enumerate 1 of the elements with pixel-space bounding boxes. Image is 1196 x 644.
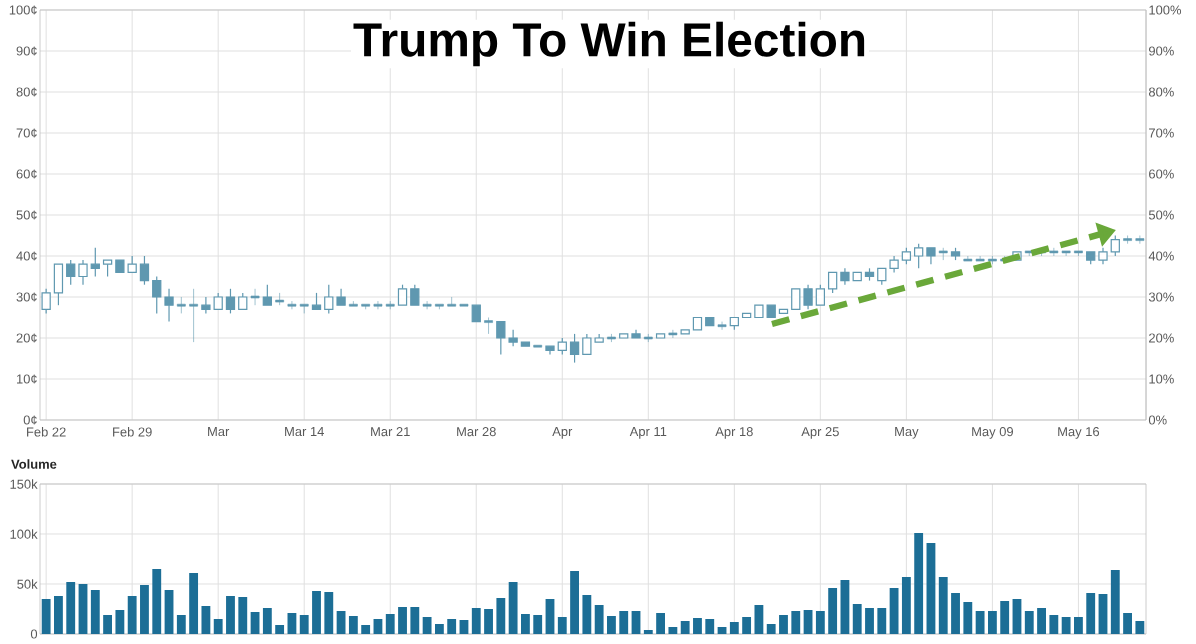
- chart-title: Trump To Win Election: [353, 21, 865, 67]
